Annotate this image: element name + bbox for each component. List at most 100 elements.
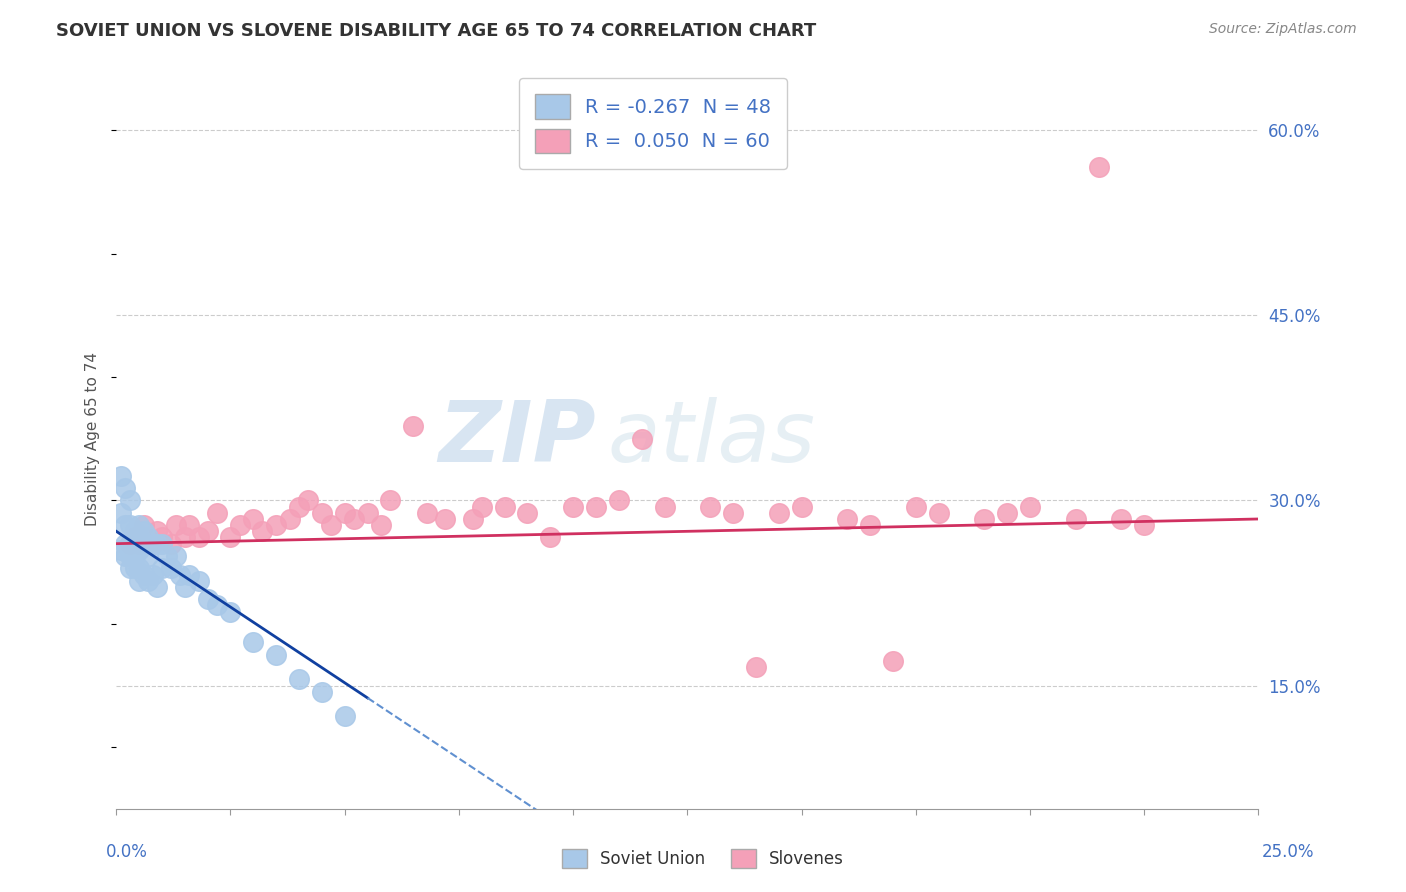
Point (124, 561, 146, 575)
Point (1087, 161, 1109, 175)
Point (538, 531, 561, 545)
Point (745, 660, 768, 674)
Point (128, 561, 150, 575)
Point (146, 524, 169, 539)
Point (343, 512, 366, 526)
Point (264, 518, 287, 533)
Point (118, 536, 141, 550)
Text: Source: ZipAtlas.com: Source: ZipAtlas.com (1209, 22, 1357, 37)
Point (132, 567, 155, 582)
Point (416, 506, 439, 520)
Point (187, 574, 209, 588)
Text: SOVIET UNION VS SLOVENE DISABILITY AGE 65 TO 74 CORRELATION CHART: SOVIET UNION VS SLOVENE DISABILITY AGE 6… (56, 22, 817, 40)
Text: ZIP: ZIP (439, 397, 596, 480)
Point (928, 506, 950, 520)
Point (124, 536, 146, 550)
Point (132, 524, 155, 539)
Point (1019, 500, 1042, 514)
Point (319, 518, 342, 533)
Point (124, 549, 146, 563)
Point (859, 518, 882, 533)
Point (165, 549, 187, 563)
Point (494, 500, 516, 514)
Point (904, 500, 927, 514)
Point (630, 432, 652, 446)
Point (128, 536, 150, 550)
Point (146, 536, 169, 550)
Point (434, 512, 457, 526)
Point (721, 506, 744, 520)
Point (516, 506, 538, 520)
Point (242, 512, 264, 526)
Point (173, 531, 195, 545)
Point (205, 506, 228, 520)
Point (136, 531, 159, 545)
Point (169, 567, 191, 582)
Point (333, 506, 356, 520)
Point (699, 500, 721, 514)
Point (118, 536, 141, 550)
Legend: Soviet Union, Slovenes: Soviet Union, Slovenes (555, 842, 851, 875)
Point (288, 500, 311, 514)
Point (142, 536, 165, 550)
Point (607, 493, 630, 508)
Point (136, 531, 159, 545)
Point (311, 506, 333, 520)
Point (179, 567, 201, 582)
Point (128, 518, 150, 533)
Point (768, 506, 790, 520)
Point (1133, 518, 1156, 533)
Point (128, 574, 150, 588)
Point (837, 512, 859, 526)
Point (790, 500, 813, 514)
Point (173, 580, 195, 594)
Text: 0.0%: 0.0% (105, 843, 148, 861)
Point (973, 512, 995, 526)
Point (187, 531, 209, 545)
Point (118, 549, 141, 563)
Point (562, 500, 585, 514)
Point (160, 561, 183, 575)
Point (1111, 512, 1133, 526)
Point (114, 518, 136, 533)
Point (380, 493, 402, 508)
Point (370, 518, 392, 533)
Point (136, 549, 159, 563)
Point (219, 605, 242, 619)
Point (242, 635, 264, 649)
Point (124, 524, 146, 539)
Point (311, 685, 333, 699)
Point (132, 518, 155, 533)
Point (128, 531, 150, 545)
Point (114, 481, 136, 495)
Point (252, 524, 274, 539)
Point (142, 567, 165, 582)
Point (165, 518, 187, 533)
Point (197, 592, 219, 607)
Point (585, 500, 607, 514)
Point (160, 536, 183, 550)
Point (128, 542, 150, 557)
Point (110, 506, 132, 520)
Point (110, 468, 132, 483)
Point (132, 536, 155, 550)
Text: 25.0%: 25.0% (1263, 843, 1315, 861)
Point (118, 561, 141, 575)
Point (179, 518, 201, 533)
Point (333, 709, 356, 723)
Point (146, 580, 169, 594)
Point (219, 531, 242, 545)
Point (1064, 512, 1087, 526)
Point (228, 518, 250, 533)
Point (264, 648, 287, 662)
Point (288, 673, 311, 687)
Y-axis label: Disability Age 65 to 74: Disability Age 65 to 74 (86, 351, 100, 525)
Point (402, 419, 425, 434)
Point (150, 531, 173, 545)
Point (114, 549, 136, 563)
Point (995, 506, 1018, 520)
Point (124, 531, 146, 545)
Text: atlas: atlas (607, 397, 815, 480)
Point (150, 536, 173, 550)
Point (136, 574, 159, 588)
